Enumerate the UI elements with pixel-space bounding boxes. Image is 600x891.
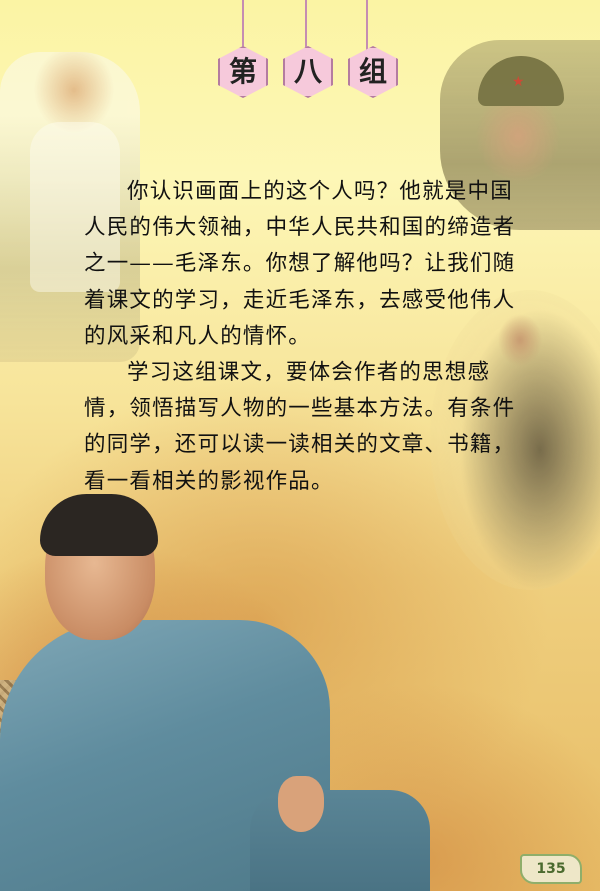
portrait-standing-photo (0, 52, 140, 362)
trousers (250, 790, 430, 891)
hair (40, 494, 158, 556)
hand (278, 776, 324, 832)
title-string (242, 0, 244, 54)
title-hexagon: 第 (218, 46, 268, 98)
portrait-oval-photo (430, 290, 600, 590)
intro-text: 你认识画面上的这个人吗？他就是中国人民的伟大领袖，中华人民共和国的缔造者之一——… (84, 174, 524, 500)
portrait-seated-photo (0, 490, 430, 891)
intro-paragraph-2: 学习这组课文，要体会作者的思想感情，领悟描写人物的一些基本方法。有条件的同学，还… (84, 360, 516, 494)
title-char: 第 (228, 55, 257, 88)
title-char: 八 (293, 55, 322, 88)
title-string (305, 0, 307, 54)
portrait-military-cap-photo: ★ (440, 40, 600, 230)
title-hexagon: 八 (283, 46, 333, 98)
intro-paragraph-1: 你认识画面上的这个人吗？他就是中国人民的伟大领袖，中华人民共和国的缔造者之一——… (84, 179, 516, 349)
title-hexagon: 组 (348, 46, 398, 98)
unit-title: 第 八 组 (218, 46, 398, 102)
red-star-icon: ★ (512, 74, 525, 90)
page-number: 135 (520, 854, 582, 884)
title-string (366, 0, 368, 54)
title-char: 组 (358, 55, 387, 88)
